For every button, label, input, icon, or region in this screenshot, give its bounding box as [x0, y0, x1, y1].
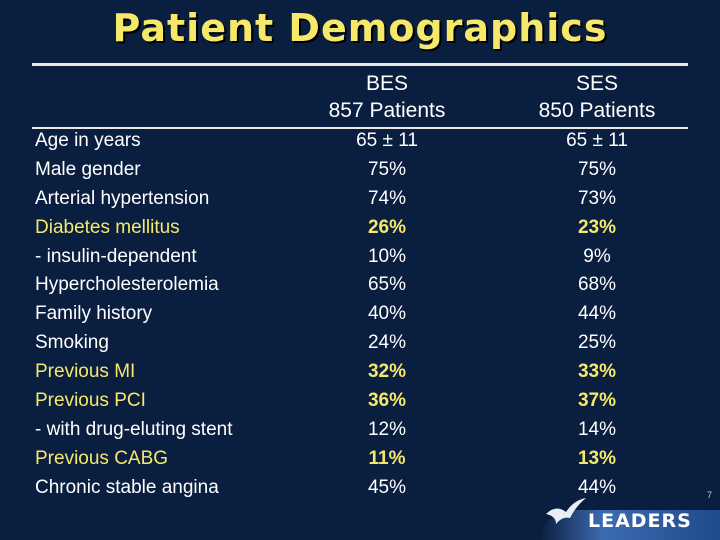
row-label: Male gender	[35, 158, 141, 180]
ses-value: 37%	[577, 390, 617, 412]
column-header-bes-name: BES	[365, 72, 409, 95]
table-row: Previous MI 32% 33%	[0, 357, 720, 386]
table-row: - with drug-eluting stent 12% 14%	[0, 415, 720, 444]
ses-value: 68%	[577, 274, 617, 296]
table-row: - insulin-dependent 10% 9%	[0, 242, 720, 271]
row-label: Family history	[35, 303, 153, 325]
ses-value: 75%	[577, 158, 617, 180]
ses-value: 9%	[583, 245, 611, 267]
ses-value: 73%	[577, 187, 617, 209]
logo-text: LEADERS	[588, 510, 692, 532]
row-label: Previous PCI	[35, 390, 146, 412]
bes-value: 10%	[367, 245, 407, 267]
table-row: Previous CABG 11% 13%	[0, 444, 720, 473]
row-label: Previous CABG	[35, 447, 169, 469]
ses-value: 13%	[577, 447, 617, 469]
row-label: Chronic stable angina	[35, 476, 219, 498]
ses-value: 14%	[577, 418, 617, 440]
bes-value: 24%	[367, 332, 407, 354]
column-header-bes-count: 857 Patients	[328, 99, 446, 122]
top-divider	[32, 63, 688, 66]
table-row: Previous PCI 36% 37%	[0, 386, 720, 415]
ses-value: 44%	[577, 476, 617, 498]
row-label: Diabetes mellitus	[35, 216, 180, 238]
bes-value: 12%	[367, 418, 407, 440]
table-row: Smoking 24% 25%	[0, 328, 720, 357]
table-row: Hypercholesterolemia 65% 68%	[0, 270, 720, 299]
table-row: Chronic stable angina 45% 44%	[0, 473, 720, 502]
column-header-bes: BES 857 Patients	[297, 70, 477, 124]
row-label: - with drug-eluting stent	[35, 418, 233, 440]
table-row: Male gender 75% 75%	[0, 155, 720, 184]
column-header-ses: SES 850 Patients	[507, 70, 687, 124]
ses-value: 44%	[577, 303, 617, 325]
table-row: Diabetes mellitus 26% 23%	[0, 213, 720, 242]
header-divider	[32, 127, 688, 129]
column-header-ses-count: 850 Patients	[538, 99, 656, 122]
table-row: Age in years 65 ± 11 65 ± 11	[0, 126, 720, 155]
ses-value: 23%	[577, 216, 617, 238]
bes-value: 36%	[367, 390, 407, 412]
seagull-icon	[546, 498, 586, 524]
column-header-ses-name: SES	[575, 72, 619, 95]
slide-title: Patient Demographics	[112, 6, 608, 50]
row-label: Age in years	[35, 130, 141, 151]
bes-value: 65%	[367, 274, 407, 296]
page-number: 7	[706, 490, 712, 500]
bes-value: 40%	[367, 303, 407, 325]
ses-value: 25%	[577, 332, 617, 354]
demographics-table: Age in years 65 ± 11 65 ± 11 Male gender 75%…	[0, 126, 720, 502]
bes-value: 65 ± 11	[356, 130, 418, 151]
table-row: Family history 40% 44%	[0, 299, 720, 328]
row-label: Arterial hypertension	[35, 187, 210, 209]
table-row: Arterial hypertension 74% 73%	[0, 184, 720, 213]
ses-value: 33%	[577, 361, 617, 383]
ses-value: 65 ± 11	[566, 130, 628, 151]
row-label: Smoking	[35, 332, 109, 354]
bes-value: 26%	[367, 216, 407, 238]
row-label: Hypercholesterolemia	[35, 274, 219, 296]
bes-value: 32%	[367, 361, 407, 383]
bes-value: 11%	[368, 447, 406, 469]
bes-value: 74%	[367, 187, 407, 209]
leaders-logo: LEADERS	[540, 496, 720, 540]
row-label: Previous MI	[35, 361, 136, 383]
row-label: - insulin-dependent	[35, 245, 197, 267]
bes-value: 45%	[367, 476, 407, 498]
bes-value: 75%	[367, 158, 407, 180]
